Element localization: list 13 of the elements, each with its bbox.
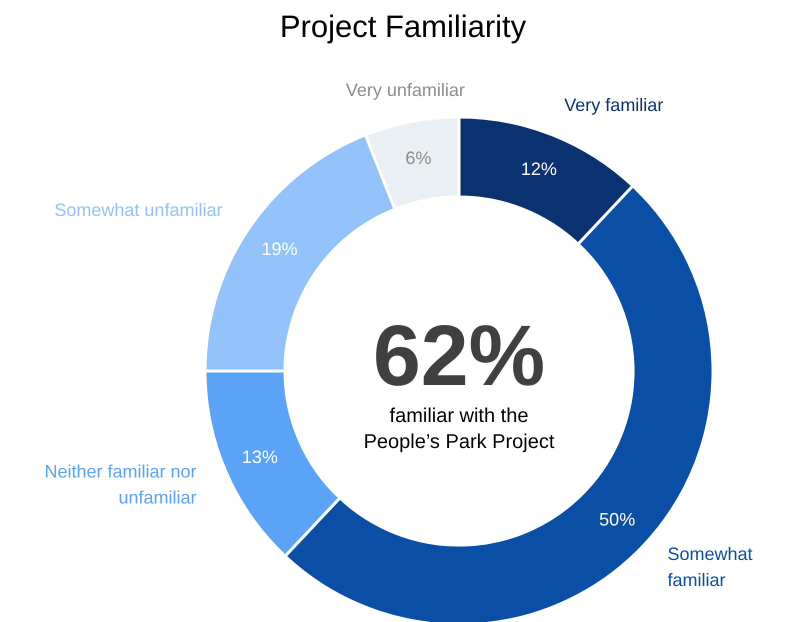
data-label: 50% xyxy=(599,510,636,530)
slice-label: Somewhat unfamiliar xyxy=(54,200,222,220)
chart-title: Project Familiarity xyxy=(280,9,527,44)
slice-label: Very familiar xyxy=(564,95,664,116)
data-label: 12% xyxy=(520,159,557,180)
data-label: 13% xyxy=(242,447,278,468)
slice-label: Very unfamiliar xyxy=(346,80,465,100)
text: 62% xyxy=(372,308,546,404)
slice-label: Somewhat familiar xyxy=(667,544,753,590)
text: familiar with the People’s Park Project xyxy=(364,405,555,453)
data-label: 19% xyxy=(262,239,298,260)
data-label: 6% xyxy=(405,148,432,168)
slice-label: Neither familiar nor unfamiliar xyxy=(44,462,197,508)
